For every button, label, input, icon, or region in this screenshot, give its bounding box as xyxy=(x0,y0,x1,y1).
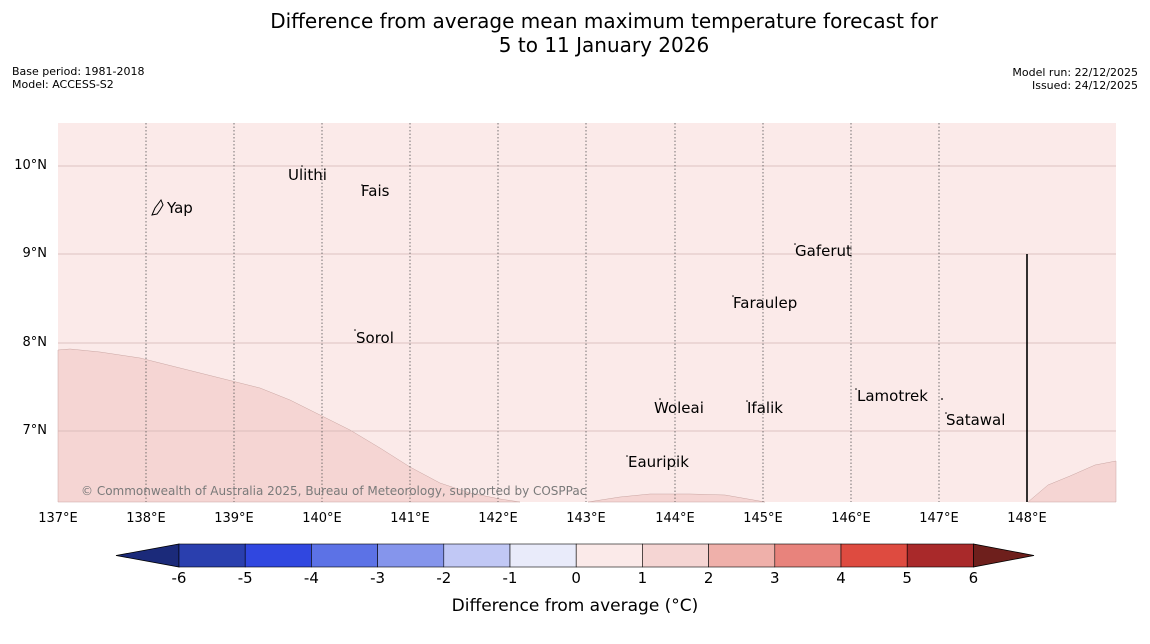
lon-label-148E: 148°E xyxy=(1007,511,1047,526)
island-dot-gaferut xyxy=(794,243,796,245)
place-label-sorol: Sorol xyxy=(356,329,394,347)
lat-label-10N: 10°N xyxy=(14,158,47,173)
colorbar-extend-high xyxy=(973,543,1035,568)
base-period: Base period: 1981-2018 xyxy=(12,65,145,78)
lon-label-141E: 141°E xyxy=(390,511,430,526)
model-name: Model: ACCESS-S2 xyxy=(12,78,114,91)
island-dot-satawal xyxy=(945,412,947,414)
lon-label-138E: 138°E xyxy=(126,511,166,526)
colorbar-segment-3_4 xyxy=(774,543,842,568)
lon-label-144E: 144°E xyxy=(655,511,695,526)
copyright-notice: © Commonwealth of Australia 2025, Bureau… xyxy=(81,484,587,498)
yap-island-outline xyxy=(151,198,164,216)
colorbar-tick-label: 2 xyxy=(703,569,714,587)
lon-label-140E: 140°E xyxy=(302,511,342,526)
lon-label-147E: 147°E xyxy=(919,511,959,526)
island-dots xyxy=(301,165,947,457)
island-dot-lamotrek xyxy=(855,388,857,390)
lat-label-9N: 9°N xyxy=(22,246,48,261)
colorbar-segment-4_5 xyxy=(840,543,908,568)
meta-left: Base period: 1981-2018 Model: ACCESS-S2 xyxy=(12,65,144,91)
colorbar-tick-label: 4 xyxy=(836,569,846,587)
island-dot-sorol xyxy=(354,329,356,331)
lon-label-145E: 145°E xyxy=(743,511,783,526)
lat-label-7N: 7°N xyxy=(22,423,48,438)
model-run: Model run: 22/12/2025 xyxy=(1012,66,1138,79)
place-label-faraulep: Faraulep xyxy=(733,294,798,312)
lon-label-143E: 143°E xyxy=(566,511,606,526)
island-dot-faraulep xyxy=(732,295,734,297)
colorbar-tick-label: -6 xyxy=(171,569,187,587)
warm-region-southwest xyxy=(57,348,521,503)
colorbar-tick-label: 0 xyxy=(571,569,581,587)
colorbar-segment--1_0 xyxy=(509,543,577,568)
colorbar-tick-label: -5 xyxy=(237,569,253,587)
issued-date: Issued: 24/12/2025 xyxy=(1031,79,1138,92)
place-label-lamotrek: Lamotrek xyxy=(857,387,928,405)
island-dot-fais xyxy=(361,184,363,186)
colorbar-tick-label: -4 xyxy=(303,569,319,587)
title-line-2: 5 to 11 January 2026 xyxy=(498,33,710,57)
colorbar-tick-label: 3 xyxy=(770,569,780,587)
colorbar-tick-label: -3 xyxy=(370,569,386,587)
chart-title: Difference from average mean maximum tem… xyxy=(0,9,1150,57)
place-label-eauripik: Eauripik xyxy=(628,453,689,471)
colorbar-tick-label: -2 xyxy=(436,569,452,587)
colorbar-extend-low xyxy=(115,543,180,568)
island-dot-ulithi xyxy=(301,165,303,167)
lon-label-139E: 139°E xyxy=(214,511,254,526)
colorbar-segment-2_3 xyxy=(708,543,776,568)
lat-label-8N: 8°N xyxy=(22,335,48,350)
colorbar-tick-label: -1 xyxy=(502,569,518,587)
place-label-ulithi: Ulithi xyxy=(288,166,327,184)
colorbar-segment--6_-5 xyxy=(178,543,246,568)
colorbar xyxy=(115,543,1035,568)
meta-right: Model run: 22/12/2025 Issued: 24/12/2025 xyxy=(1012,66,1138,92)
colorbar-segment-0_1 xyxy=(575,543,643,568)
place-label-woleai: Woleai xyxy=(654,399,704,417)
longitude-gridlines xyxy=(145,123,940,502)
place-label-satawal: Satawal xyxy=(946,411,1006,429)
colorbar-tick-label: 5 xyxy=(902,569,912,587)
lon-label-142E: 142°E xyxy=(478,511,518,526)
place-label-gaferut: Gaferut xyxy=(795,242,852,260)
colorbar-segment-1_2 xyxy=(642,543,709,568)
place-label-fais: Fais xyxy=(361,182,390,200)
colorbar-segment-5_6 xyxy=(906,543,974,568)
place-label-ifalik: Ifalik xyxy=(747,399,783,417)
colorbar-segment--3_-2 xyxy=(377,543,445,568)
colorbar-tick-label: 6 xyxy=(968,569,979,587)
colorbar-title: Difference from average (°C) xyxy=(451,596,699,616)
colorbar-segment--2_-1 xyxy=(443,543,511,568)
lon-label-137E: 137°E xyxy=(38,511,78,526)
lon-label-146E: 146°E xyxy=(831,511,871,526)
island-dot-ifalik xyxy=(746,400,748,402)
island-dot-eauripik xyxy=(626,455,628,457)
colorbar-segment--4_-3 xyxy=(311,543,378,568)
colorbar-segment--5_-4 xyxy=(244,543,312,568)
place-label-yap: Yap xyxy=(167,199,193,217)
title-line-1: Difference from average mean maximum tem… xyxy=(270,9,938,33)
warm-region-south xyxy=(587,493,766,503)
island-dot-lamotrek-2 xyxy=(941,398,943,400)
island-dot-woleai xyxy=(659,398,661,400)
colorbar-tick-label: 1 xyxy=(637,569,648,587)
warm-region-southeast xyxy=(1027,460,1117,503)
